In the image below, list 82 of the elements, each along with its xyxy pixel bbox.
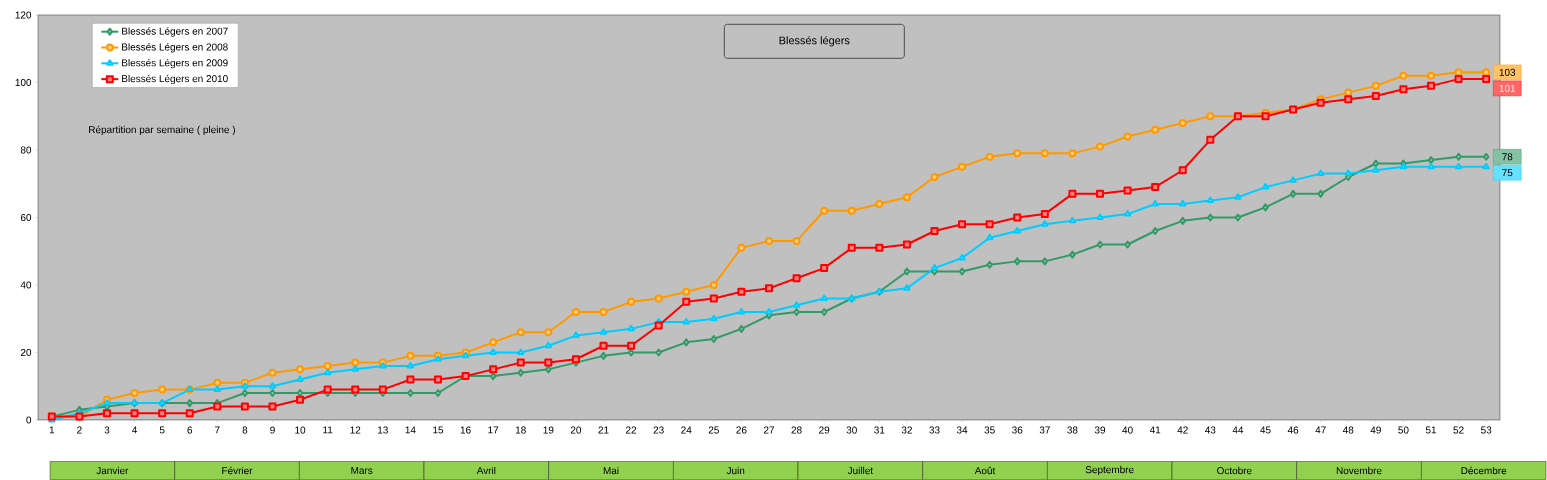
x-tick-label: 51 [1425,426,1437,434]
text: Décembre [1461,466,1507,475]
x-tick-label: 15 [433,426,444,434]
y-tick-label: 80 [20,146,32,154]
x-tick-label: 44 [1232,426,1244,434]
x-tick-label: 31 [874,426,885,434]
x-tick-label: 49 [1370,426,1381,434]
data-label: 103 [1499,68,1516,76]
x-tick-label: 34 [956,426,968,434]
data-label: 75 [1502,169,1513,177]
x-tick-label: 22 [626,426,637,434]
x-tick-label: 48 [1342,426,1354,434]
x-tick-label: 41 [1149,426,1161,434]
x-tick-label: 25 [708,426,719,434]
x-tick-label: 45 [1260,426,1271,434]
x-tick-label: 27 [763,426,775,434]
x-tick-label: 26 [736,426,747,434]
x-tick-label: 23 [653,426,664,434]
data-label: 101 [1499,84,1516,92]
x-tick-label: 42 [1177,426,1188,434]
x-tick-label: 39 [1094,426,1106,434]
x-tick-label: 10 [295,426,306,434]
x-tick-label: 36 [1012,426,1023,434]
x-tick-label: 20 [570,426,582,434]
y-tick-label: 40 [20,281,32,289]
text: Septembre [1085,465,1134,476]
x-tick-label: 53 [1481,426,1492,434]
legend-label: Blessés Légers en 2008 [122,43,228,53]
x-tick-label: 52 [1453,426,1464,434]
x-tick-label: 6 [187,426,193,434]
x-tick-label: 7 [215,426,220,434]
y-tick-label: 20 [20,348,32,357]
text: Mai [603,466,619,475]
x-tick-label: 5 [159,426,165,434]
text: Octobre [1217,466,1252,475]
text: Mars [351,467,373,474]
text: Avril [476,466,496,475]
x-tick-label: 1 [49,426,55,434]
x-tick-label: 40 [1122,426,1133,434]
text: Répartition par semaine ( pleine ) [89,125,235,136]
x-tick-label: 28 [791,426,802,434]
x-tick-label: 37 [1039,426,1050,434]
x-tick-label: 12 [350,426,361,434]
text: Juillet [847,466,873,475]
legend-label: Blessés Légers en 2009 [122,58,228,69]
text: Février [222,466,253,475]
text: Juin [726,466,745,475]
x-tick-label: 11 [323,426,333,434]
y-tick-label: 0 [26,416,32,424]
x-tick-label: 35 [984,426,995,434]
x-tick-label: 38 [1067,426,1078,434]
x-tick-label: 50 [1398,426,1409,434]
text: Novembre [1336,466,1382,475]
x-tick-label: 3 [104,426,110,434]
text: Janvier [96,466,129,475]
x-tick-label: 29 [819,426,830,434]
x-tick-label: 9 [270,426,275,434]
x-tick-label: 43 [1205,426,1216,434]
text: Août [974,466,996,475]
x-tick-label: 4 [132,426,138,434]
y-tick-label: 60 [20,213,32,222]
x-tick-label: 33 [929,426,940,434]
x-tick-label: 2 [77,426,82,434]
x-tick-label: 46 [1287,426,1299,434]
x-tick-label: 18 [515,426,526,434]
x-tick-label: 16 [460,426,471,434]
x-tick-label: 21 [598,426,609,434]
x-tick-label: 17 [488,426,499,434]
x-tick-label: 30 [846,426,857,434]
x-tick-label: 8 [242,426,248,434]
legend-label: Blessés Légers en 2010 [122,74,228,85]
legend-label: Blessés Légers en 2007 [122,27,228,37]
x-tick-label: 47 [1315,426,1326,434]
y-tick-label: 100 [15,78,32,87]
y-tick-label: 120 [15,11,32,19]
x-tick-label: 14 [405,426,416,434]
text: Blessés légers [779,36,850,47]
x-tick-label: 32 [901,426,912,434]
x-tick-label: 13 [378,426,388,434]
x-tick-label: 19 [543,426,554,434]
x-tick-label: 24 [681,426,692,434]
data-label: 78 [1502,153,1513,161]
